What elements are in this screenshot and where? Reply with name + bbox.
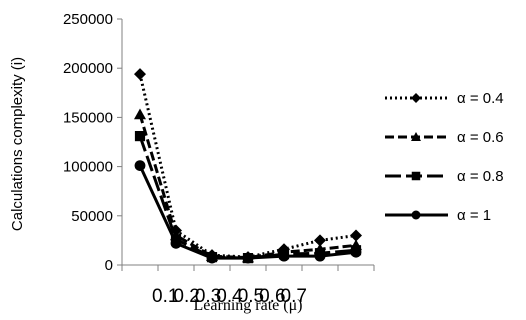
legend-item: α = 0.8 (385, 168, 504, 185)
y-axis-label: Calculations complexity (i) (9, 57, 26, 231)
series-1 (134, 68, 362, 264)
legend: α = 0.4 α = 0.6 α = 0.8 α = 1 (385, 90, 504, 224)
y-ticks: 0 50000 100000 150000 200000 250000 (63, 11, 122, 274)
legend-marker (411, 93, 421, 103)
x-axis-label: Learning rate (μ) (194, 297, 303, 314)
y-tick-label: 50000 (71, 208, 113, 225)
legend-marker (411, 210, 421, 220)
x-tick-label: 0.2 (173, 286, 199, 307)
series-4 (134, 160, 362, 264)
x-tick-labels: 0.10.20.30.40.50.60.7 (152, 286, 307, 307)
legend-item: α = 1 (385, 207, 491, 224)
x-tick-label: 0.3 (195, 286, 221, 307)
y-tick-label: 100000 (63, 159, 113, 176)
series-group (134, 68, 362, 264)
legend-marker (411, 171, 421, 181)
legend-item: α = 0.6 (385, 129, 504, 146)
x-tick-label: 0.7 (281, 286, 307, 307)
x-tick-label: 0.1 (152, 286, 178, 307)
data-point (206, 252, 218, 264)
y-tick-label: 200000 (63, 60, 113, 77)
legend-item: α = 0.4 (385, 90, 504, 107)
x-tick-label: 0.5 (238, 286, 264, 307)
legend-label: α = 0.4 (457, 90, 504, 107)
y-tick-label: 250000 (63, 11, 113, 28)
x-tick-label: 0.4 (216, 286, 243, 307)
data-point (170, 237, 182, 249)
data-point (350, 229, 362, 242)
data-point (278, 250, 290, 262)
legend-label: α = 0.6 (457, 129, 504, 146)
x-ticks: 0.10.20.30.40.50.60.7 (121, 265, 375, 307)
data-point (134, 108, 146, 120)
y-tick-label: 150000 (63, 109, 113, 126)
data-point (242, 252, 254, 264)
x-tick-label: 0.6 (259, 286, 285, 307)
data-point (314, 250, 326, 262)
legend-label: α = 0.8 (457, 168, 504, 185)
axes (121, 19, 374, 266)
legend-marker (411, 132, 421, 141)
legend-label: α = 1 (457, 207, 491, 224)
data-point (350, 246, 362, 258)
data-point (314, 234, 326, 247)
data-point (134, 160, 146, 172)
data-point (134, 68, 146, 81)
data-point (134, 130, 146, 142)
y-tick-label: 0 (105, 257, 113, 274)
